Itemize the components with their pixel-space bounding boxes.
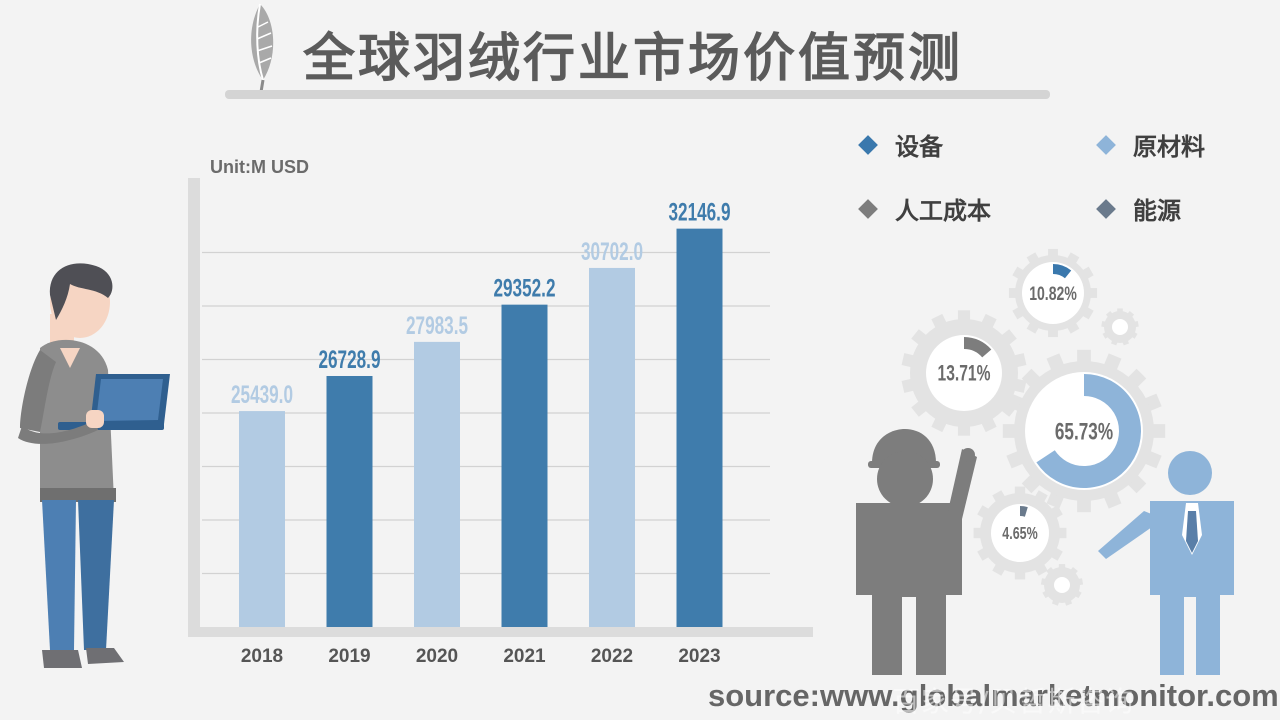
unit-label: Unit:M USD: [210, 157, 309, 177]
legend-item-equipment: 设备: [855, 127, 943, 162]
title-banner: 全球羽绒行业市场价值预测: [225, 0, 1055, 100]
bar-2019: [326, 375, 373, 627]
donut-energy: 4.65%: [991, 504, 1049, 562]
bar-2018: [239, 411, 285, 627]
legend-label-equipment: 设备: [895, 133, 943, 161]
x-axis-bar: [188, 627, 813, 637]
x-tick-label-2023: 2023: [678, 646, 720, 667]
legend-label-energy: 能源: [1133, 197, 1181, 225]
y-axis-bar: [188, 178, 200, 637]
watermark: 百家号/贝哲斯咨询: [892, 685, 1135, 718]
bar-2021: [501, 304, 548, 627]
businessman-figure: [1098, 451, 1234, 675]
data-label-2018: 25439.0: [231, 380, 293, 409]
svg-text:65.73%: 65.73%: [1055, 419, 1113, 446]
legend-marker-equipment: [858, 134, 878, 155]
legend: 设备 原材料 人工成本 能源: [855, 125, 1255, 235]
bar-2022: [589, 267, 635, 627]
data-label-2019: 26728.9: [318, 345, 380, 374]
x-tick-label-2019: 2019: [328, 646, 370, 667]
donut-equipment: 10.82%: [1022, 262, 1084, 324]
legend-item-labor-cost: 人工成本: [855, 191, 991, 226]
x-tick-label-2022: 2022: [591, 646, 633, 667]
person-with-laptop-illustration: [18, 263, 170, 668]
svg-text:4.65%: 4.65%: [1002, 524, 1038, 544]
data-label-2021: 29352.2: [493, 273, 555, 302]
legend-label-labor-cost: 人工成本: [895, 197, 991, 225]
x-tick-label-2021: 2021: [503, 646, 546, 667]
donut-labor-cost: 13.71%: [926, 335, 1002, 411]
title-underline: [225, 90, 1050, 99]
legend-label-raw-materials: 原材料: [1133, 133, 1205, 161]
svg-text:10.82%: 10.82%: [1029, 281, 1077, 304]
source-credit: source:www.globalmarketmonitor.com: [708, 678, 1279, 713]
legend-marker-labor-cost: [858, 198, 878, 219]
cost-structure-gears-illustration: 10.82% 13.71% 65.73% 4.65%: [856, 248, 1234, 675]
legend-item-energy: 能源: [1093, 191, 1181, 226]
donut-raw-materials: 65.73%: [1025, 372, 1143, 490]
worker-figure: [856, 429, 977, 675]
data-label-2023: 32146.9: [668, 197, 730, 226]
leaf-icon: [251, 3, 274, 93]
legend-item-raw-materials: 原材料: [1093, 127, 1205, 162]
gear-small-top-right-hole: [1112, 319, 1128, 335]
data-label-2020: 27983.5: [406, 310, 468, 339]
bar-chart: 25439.0 2018 26728.9 2019 27983.5 2020 29352.2…: [188, 178, 813, 667]
x-tick-label-2020: 2020: [416, 646, 458, 667]
page-title: 全球羽绒行业市场价值预测: [303, 29, 964, 89]
bar-2023: [676, 228, 723, 627]
legend-marker-energy: [1096, 198, 1116, 219]
data-label-2022: 30702.0: [581, 237, 643, 266]
bar-2020: [414, 341, 460, 627]
gear-small-bottom-hole: [1054, 577, 1070, 593]
svg-text:13.71%: 13.71%: [938, 362, 991, 386]
legend-marker-raw-materials: [1096, 134, 1116, 155]
x-tick-label-2018: 2018: [241, 646, 283, 667]
